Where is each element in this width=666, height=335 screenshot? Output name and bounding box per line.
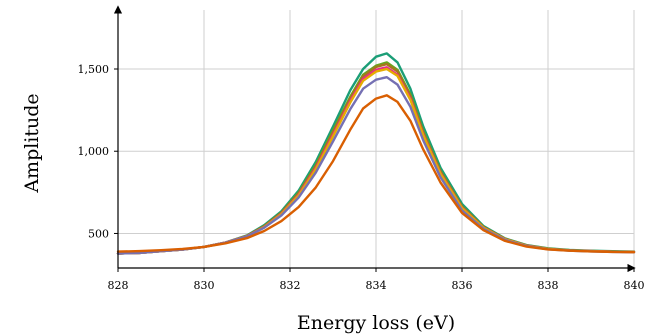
grid [117, 10, 635, 268]
x-tick-label-836: 836 [452, 279, 473, 292]
y-tick-label-500: 500 [88, 227, 109, 240]
x-tick-label-838: 838 [538, 279, 559, 292]
series-group [116, 52, 636, 255]
series-line-7 [116, 94, 636, 254]
y-axis-title: Amplitude [21, 93, 43, 193]
y-tick-label-1500: 1,500 [78, 63, 110, 76]
x-tick-label-834: 834 [366, 279, 387, 292]
x-tick-label-832: 832 [280, 279, 301, 292]
y-tick-label-1000: 1,000 [78, 145, 110, 158]
tick-labels: 828 830 832 834 836 838 840 500 1,000 1,500 [78, 63, 645, 292]
x-tick-label-830: 830 [194, 279, 215, 292]
x-tick-label-828: 828 [108, 279, 129, 292]
x-axis-title: Energy loss (eV) [297, 312, 455, 334]
x-tick-label-840: 840 [624, 279, 645, 292]
